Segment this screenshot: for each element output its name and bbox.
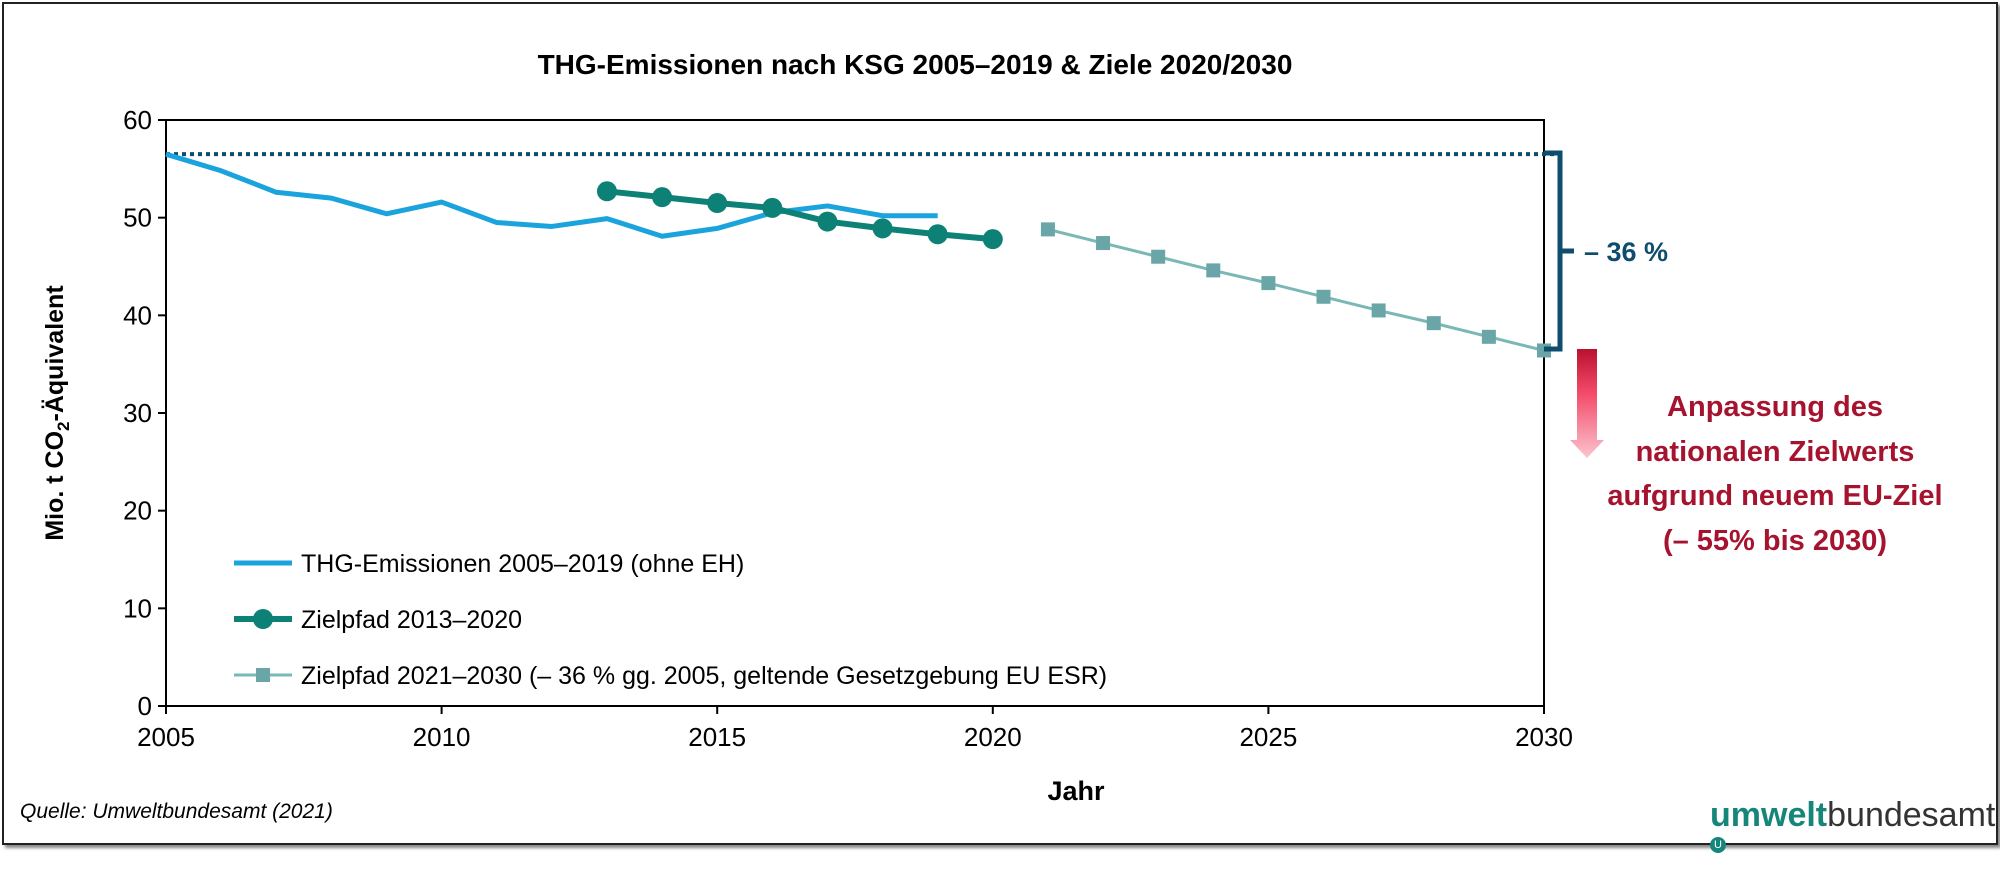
data-point: [927, 224, 948, 245]
data-point: [1481, 329, 1496, 344]
data-point: [982, 229, 1003, 250]
target-adjustment-note: Anpassung des nationalen Zielwerts aufgr…: [1600, 385, 1950, 563]
data-point: [817, 211, 838, 232]
x-axis-label: Jahr: [1047, 776, 1105, 806]
source-note: Quelle: Umweltbundesamt (2021): [20, 800, 333, 823]
series-line: [1047, 227, 1545, 352]
data-point: [1206, 263, 1221, 278]
legend: THG-Emissionen 2005–2019 (ohne EH) Zielpf…: [234, 550, 1107, 690]
legend-marker: [253, 609, 273, 629]
note-line: (– 55% bis 2030): [1662, 524, 1888, 557]
chart-frame: [2, 2, 1998, 845]
data-point: [1151, 249, 1166, 264]
plot-border: [166, 119, 1545, 706]
x-tick-label: 2020: [964, 722, 1022, 752]
x-tick-label: 2025: [1239, 722, 1297, 752]
data-point: [596, 181, 617, 202]
y-tick-label: 0: [138, 691, 152, 721]
data-point: [1426, 316, 1441, 331]
reduction-label: – 36 %: [1584, 237, 1668, 267]
data-point: [707, 193, 728, 214]
umweltbundesamt-logo: umweltbundesamtU: [1710, 796, 1996, 853]
legend-label: Zielpfad 2013–2020: [301, 606, 522, 634]
chart-title: THG-Emissionen nach KSG 2005–2019 & Ziel…: [538, 49, 1293, 80]
note-line: aufgrund neuem EU-Ziel: [1607, 480, 1943, 512]
data-point: [1316, 289, 1331, 304]
data-point: [1261, 276, 1276, 291]
note-line: nationalen Zielwerts: [1635, 435, 1915, 468]
legend-label: THG-Emissionen 2005–2019 (ohne EH): [301, 550, 744, 578]
y-tick-label: 10: [123, 593, 152, 623]
data-point: [1096, 236, 1111, 251]
data-point: [652, 187, 673, 208]
data-point: [1040, 222, 1055, 237]
series-line: [165, 151, 938, 239]
legend-marker: [256, 668, 270, 682]
x-tick-label: 2015: [688, 722, 746, 752]
x-tick-label: 2010: [413, 722, 471, 752]
down-arrow-icon: [1570, 349, 1604, 458]
y-tick-label: 40: [123, 300, 152, 330]
data-point: [872, 218, 893, 239]
line-chart: THG-Emissionen nach KSG 2005–2019 & Ziel…: [41, 49, 1668, 806]
y-tick-label: 30: [123, 398, 152, 428]
x-tick-label: 2005: [137, 722, 195, 752]
data-point: [762, 197, 783, 218]
data-point: [1371, 303, 1386, 318]
y-tick-label: 20: [123, 496, 152, 526]
note-line: Anpassung des: [1667, 391, 1883, 423]
reduction-bracket: [1544, 150, 1574, 352]
legend-label: Zielpfad 2021–2030 (– 36 % gg. 2005, gel…: [301, 662, 1107, 690]
y-tick-label: 60: [123, 105, 152, 135]
x-tick-label: 2030: [1515, 722, 1573, 752]
y-tick-label: 50: [123, 203, 152, 233]
y-axis-label: Mio. t CO2-Äquivalent: [41, 285, 73, 541]
